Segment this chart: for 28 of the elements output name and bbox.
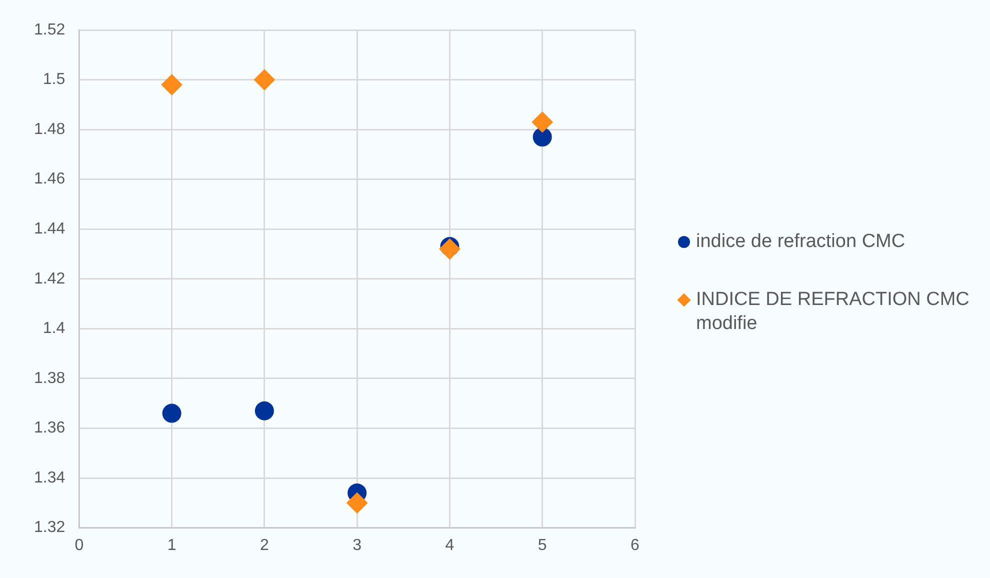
y-tick-label: 1.42	[34, 270, 66, 288]
x-tick-label: 2	[260, 536, 269, 554]
x-tick-label: 4	[445, 536, 454, 554]
legend-label: INDICE DE REFRACTION CMC modifie	[696, 288, 970, 336]
y-tick-label: 1.38	[34, 370, 66, 387]
y-tick-label: 1.34	[34, 469, 66, 486]
y-tick-label: 1.52	[34, 21, 66, 38]
x-tick-label: 5	[538, 536, 547, 554]
y-tick-label: 1.4	[42, 320, 66, 338]
y-tick-label: 1.46	[34, 170, 66, 188]
point	[254, 69, 275, 90]
y-tick-label: 1.32	[34, 519, 66, 536]
y-tick-label: 1.48	[34, 120, 66, 138]
x-tick-label: 1	[167, 536, 176, 554]
point	[161, 74, 182, 96]
point	[346, 492, 368, 514]
point	[162, 404, 182, 423]
y-tick-label: 1.5	[42, 71, 66, 88]
point	[439, 238, 460, 260]
point	[532, 112, 553, 133]
x-tick-label: 0	[74, 536, 84, 554]
y-tick-label: 1.44	[34, 220, 66, 238]
x-tick-label: 3	[352, 536, 362, 554]
y-tick-label: 1.36	[34, 420, 66, 437]
point	[532, 128, 552, 147]
x-tick-label: 6	[630, 536, 640, 554]
legend-label: indice de refraction CMC	[696, 230, 906, 254]
point	[254, 401, 274, 420]
